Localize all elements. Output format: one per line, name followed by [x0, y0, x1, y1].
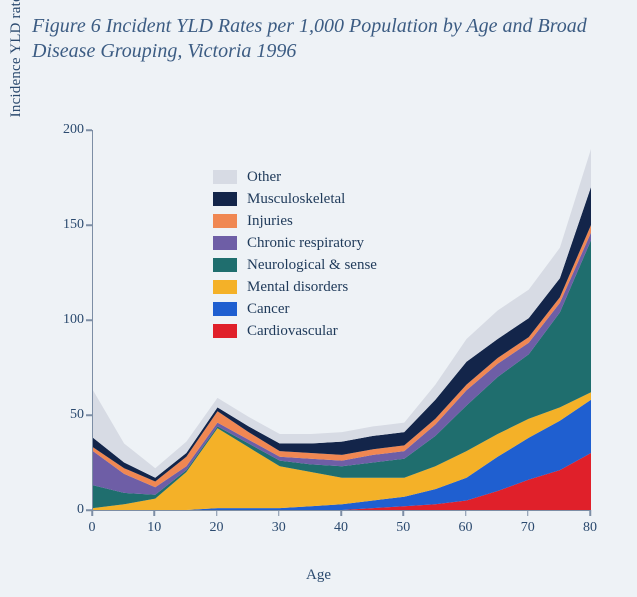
x-tick-label: 60	[459, 520, 473, 536]
legend-item-other: Other	[213, 166, 377, 188]
legend-swatch	[213, 258, 237, 272]
legend: OtherMusculoskeletalInjuriesChronic resp…	[213, 166, 377, 342]
y-tick-mark	[86, 414, 92, 416]
figure: Figure 6 Incident YLD Rates per 1,000 Po…	[0, 0, 637, 597]
plot-area: OtherMusculoskeletalInjuriesChronic resp…	[92, 130, 591, 511]
legend-label: Other	[247, 166, 281, 188]
legend-swatch	[213, 280, 237, 294]
legend-swatch	[213, 302, 237, 316]
y-axis-label: Incidence YLD rate per 1,000 population	[8, 0, 25, 180]
x-tick-label: 20	[210, 520, 224, 536]
legend-item-chronic_respiratory: Chronic respiratory	[213, 232, 377, 254]
x-axis-label: Age	[0, 567, 637, 584]
legend-label: Chronic respiratory	[247, 232, 364, 254]
y-tick-label: 150	[44, 217, 84, 233]
legend-item-neurological_sense: Neurological & sense	[213, 254, 377, 276]
legend-swatch	[213, 236, 237, 250]
x-tick-mark	[154, 510, 156, 516]
legend-label: Injuries	[247, 210, 293, 232]
legend-swatch	[213, 324, 237, 338]
y-tick-label: 200	[44, 122, 84, 138]
y-tick-label: 100	[44, 312, 84, 328]
legend-label: Cancer	[247, 298, 289, 320]
x-tick-mark	[527, 510, 529, 516]
y-tick-mark	[86, 129, 92, 131]
legend-label: Mental disorders	[247, 276, 348, 298]
y-tick-label: 50	[44, 407, 84, 423]
x-tick-label: 70	[521, 520, 535, 536]
legend-label: Cardiovascular	[247, 320, 338, 342]
x-tick-label: 40	[334, 520, 348, 536]
x-tick-label: 30	[272, 520, 286, 536]
legend-swatch	[213, 170, 237, 184]
x-tick-mark	[340, 510, 342, 516]
y-tick-label: 0	[44, 502, 84, 518]
figure-title: Figure 6 Incident YLD Rates per 1,000 Po…	[32, 14, 592, 64]
y-tick-mark	[86, 224, 92, 226]
x-tick-label: 10	[147, 520, 161, 536]
x-tick-label: 50	[396, 520, 410, 536]
x-tick-mark	[91, 510, 93, 516]
legend-swatch	[213, 214, 237, 228]
x-axis-tick-marks	[92, 510, 590, 516]
legend-item-musculoskeletal: Musculoskeletal	[213, 188, 377, 210]
x-tick-label: 80	[583, 520, 597, 536]
x-tick-mark	[403, 510, 405, 516]
legend-label: Neurological & sense	[247, 254, 377, 276]
x-axis-ticks: 01020304050607080	[92, 516, 590, 540]
chart: Incidence YLD rate per 1,000 population …	[0, 100, 637, 590]
x-tick-mark	[465, 510, 467, 516]
y-axis-ticks: 050100150200	[44, 130, 90, 510]
legend-swatch	[213, 192, 237, 206]
legend-item-cardiovascular: Cardiovascular	[213, 320, 377, 342]
x-tick-mark	[278, 510, 280, 516]
x-tick-mark	[216, 510, 218, 516]
x-tick-mark	[589, 510, 591, 516]
x-tick-label: 0	[89, 520, 96, 536]
legend-item-cancer: Cancer	[213, 298, 377, 320]
legend-item-mental_disorders: Mental disorders	[213, 276, 377, 298]
legend-item-injuries: Injuries	[213, 210, 377, 232]
legend-label: Musculoskeletal	[247, 188, 345, 210]
y-tick-mark	[86, 319, 92, 321]
